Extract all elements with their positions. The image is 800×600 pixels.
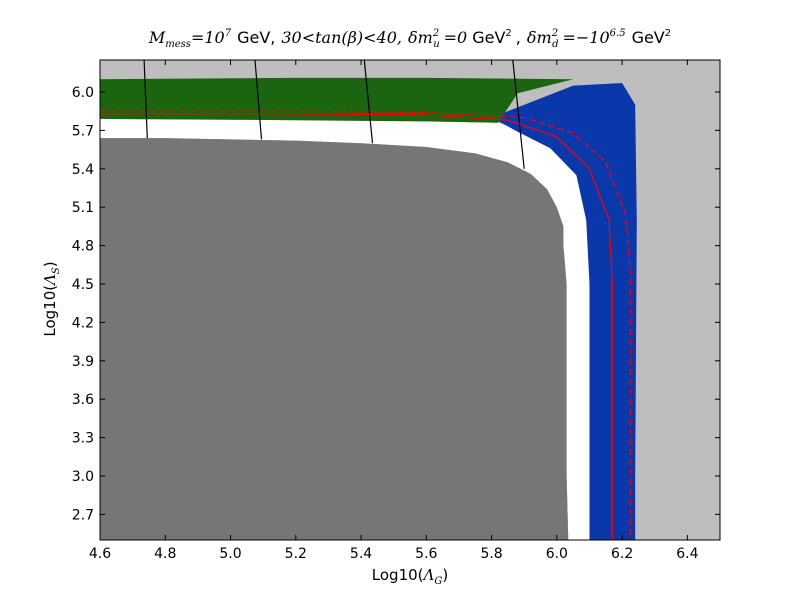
black-contour-line — [363, 60, 374, 144]
x-tick-label: 4.6 — [89, 546, 111, 562]
y-tick-label: 5.7 — [72, 123, 94, 139]
x-axis-label: Log10(ΛG) — [372, 566, 448, 587]
x-tick-label: 6.4 — [676, 546, 698, 562]
y-tick-label: 6.0 — [72, 85, 94, 101]
x-tick-label: 5.8 — [480, 546, 502, 562]
x-axis: 4.6 4.8 5.0 5.2 5.4 5.6 5.8 6.0 6.2 6.4 — [89, 60, 699, 562]
y-tick-label: 3.3 — [72, 431, 94, 447]
y-tick-label: 3.0 — [72, 469, 94, 485]
x-tick-label: 5.4 — [350, 546, 372, 562]
solid-red-line — [100, 113, 613, 540]
y-tick-label: 4.2 — [72, 315, 94, 331]
x-tick-label: 4.8 — [154, 546, 176, 562]
green-allowed-region — [100, 77, 574, 123]
x-tick-label: 5.0 — [219, 546, 241, 562]
y-tick-label: 2.7 — [72, 507, 94, 523]
y-axis-label: Log10(ΛS) — [41, 261, 62, 336]
x-tick-label: 6.0 — [546, 546, 568, 562]
y-tick-label: 5.4 — [72, 162, 94, 178]
plot-area — [99, 59, 721, 541]
gray-excluded-region — [100, 138, 569, 540]
y-tick-label: 4.5 — [72, 277, 94, 293]
dashed-red-line — [100, 110, 631, 540]
contour-layer — [143, 60, 525, 169]
black-contour-line — [512, 60, 525, 169]
y-axis: 2.7 3.0 3.3 3.6 3.9 4.2 4.5 4.8 5.1 5.4 5.7 6.0 — [72, 85, 720, 523]
series-layer — [100, 110, 631, 540]
x-tick-label: 6.2 — [611, 546, 633, 562]
y-tick-label: 5.1 — [72, 200, 94, 216]
y-tick-label: 3.6 — [72, 392, 94, 408]
y-tick-label: 3.9 — [72, 354, 94, 370]
black-contour-line — [143, 60, 148, 139]
x-tick-label: 5.6 — [415, 546, 437, 562]
white-gap-region — [100, 118, 590, 540]
black-contour-line — [254, 60, 263, 140]
y-tick-label: 4.8 — [72, 239, 94, 255]
chart-title: Mmess=107 GeV, 30<tan(β)<40, δm2 u =0 GeV2, δm2… — [148, 28, 671, 50]
x-tick-label: 5.2 — [285, 546, 307, 562]
plot-frame — [99, 59, 721, 541]
